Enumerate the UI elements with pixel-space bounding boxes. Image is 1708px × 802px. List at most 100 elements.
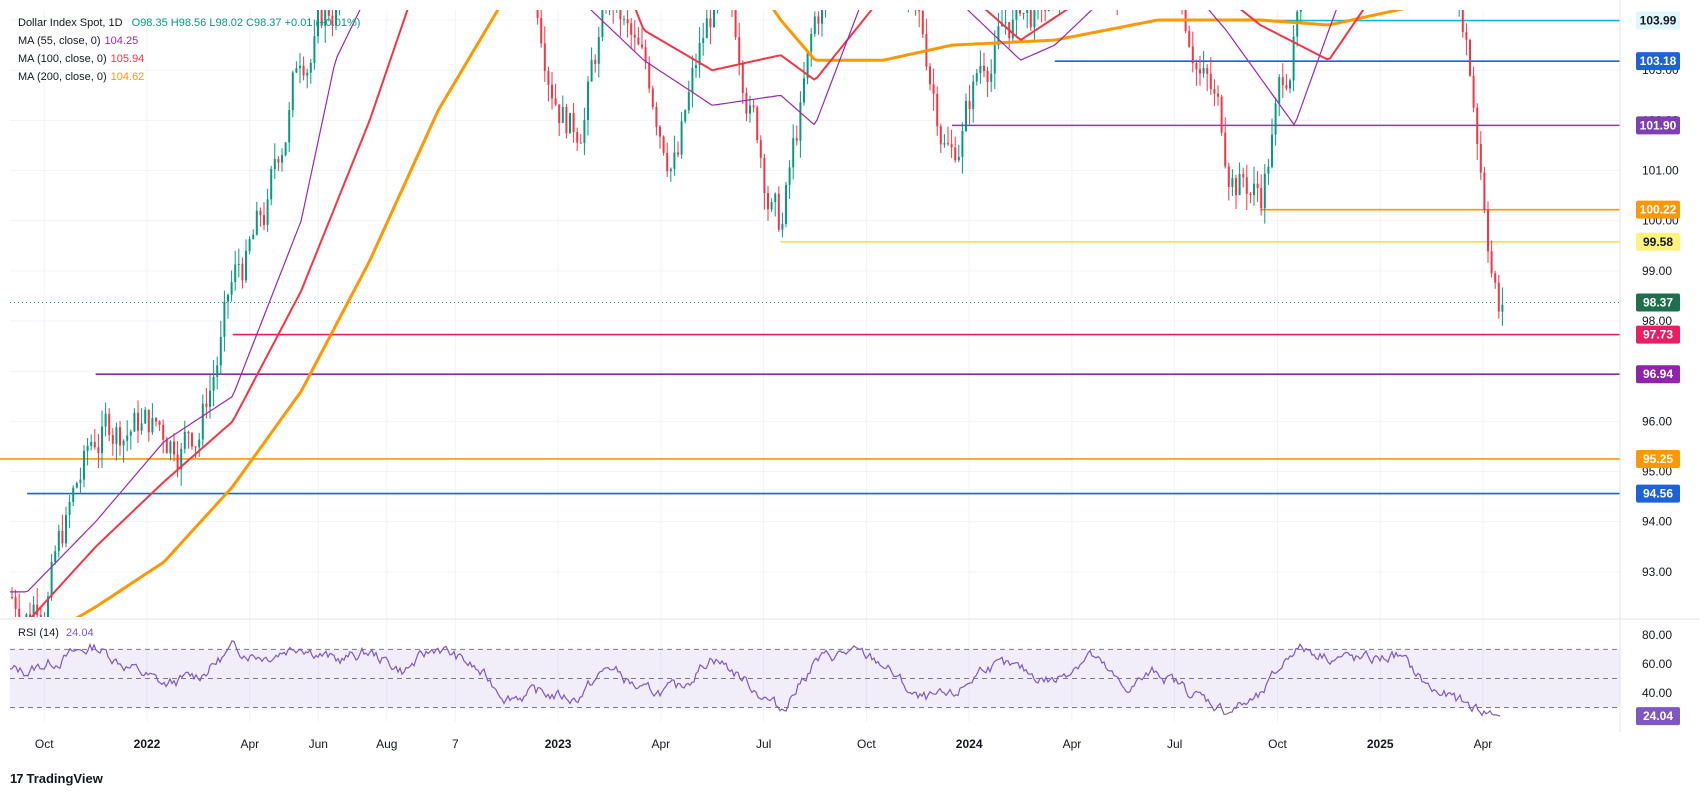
candle-body bbox=[763, 158, 765, 193]
level-label-text: 101.90 bbox=[1640, 118, 1677, 132]
candle-body bbox=[238, 264, 240, 265]
candle-body bbox=[670, 169, 672, 171]
tradingview-brand[interactable]: 17 TradingView bbox=[10, 771, 103, 786]
candle-body bbox=[544, 43, 546, 71]
candle-body bbox=[1473, 76, 1475, 108]
candle-body bbox=[1217, 94, 1219, 97]
candle-body bbox=[1278, 77, 1280, 103]
candle-body bbox=[1213, 89, 1215, 94]
candle-body bbox=[598, 37, 600, 64]
candle-body bbox=[277, 159, 279, 163]
candle-body bbox=[252, 235, 254, 239]
candle-body bbox=[1210, 74, 1212, 89]
candle-body bbox=[774, 194, 776, 202]
x-tick-label: 7 bbox=[452, 737, 459, 751]
candle-body bbox=[1181, 8, 1183, 10]
candle-body bbox=[11, 597, 13, 598]
candle-body bbox=[1235, 178, 1237, 195]
legend-ma100-row[interactable]: MA (100, close, 0) 105.94 bbox=[18, 50, 360, 68]
candle-body bbox=[58, 531, 60, 551]
candle-body bbox=[1498, 283, 1500, 312]
candle-body bbox=[1012, 20, 1014, 38]
candle-body bbox=[1030, 5, 1032, 28]
candle-body bbox=[969, 101, 971, 109]
candle-body bbox=[54, 551, 56, 562]
candle-body bbox=[673, 152, 675, 168]
y-tick-label: 94.00 bbox=[1642, 515, 1672, 529]
x-tick-label: Jul bbox=[1167, 737, 1182, 751]
legend-ma55-row[interactable]: MA (55, close, 0)104.25 bbox=[18, 32, 360, 50]
candle-body bbox=[1275, 103, 1277, 134]
candle-body bbox=[677, 152, 679, 154]
candle-body bbox=[738, 37, 740, 63]
candle-body bbox=[634, 35, 636, 38]
candle-body bbox=[1224, 133, 1226, 167]
legend-ma200-label: MA (200, close, 0) bbox=[18, 71, 107, 83]
candle-body bbox=[1246, 177, 1248, 193]
candle-body bbox=[209, 391, 211, 407]
candle-body bbox=[69, 502, 71, 515]
candle-body bbox=[223, 302, 225, 337]
brand-name: TradingView bbox=[26, 771, 102, 786]
candle-body bbox=[1015, 0, 1017, 20]
candle-body bbox=[285, 142, 287, 155]
rsi-legend[interactable]: RSI (14) 24.04 bbox=[18, 627, 94, 639]
candle-body bbox=[87, 446, 89, 451]
candle-body bbox=[681, 121, 683, 154]
candle-body bbox=[94, 442, 96, 447]
candle-body bbox=[936, 94, 938, 126]
candle-body bbox=[155, 418, 157, 421]
legend-change: +0.01 (+0.01%) bbox=[285, 17, 361, 29]
candle-body bbox=[1199, 69, 1201, 73]
legend-ma100-value: 105.94 bbox=[111, 53, 145, 65]
candle-body bbox=[990, 73, 992, 81]
axes: 93.0094.0095.0096.0097.0098.0099.00100.0… bbox=[0, 0, 1700, 751]
candle-body bbox=[130, 432, 132, 436]
candle-body bbox=[540, 18, 542, 43]
candle-body bbox=[187, 432, 189, 433]
candle-body bbox=[1231, 178, 1233, 187]
candle-body bbox=[159, 421, 161, 424]
candle-body bbox=[987, 71, 989, 82]
rsi-legend-value: 24.04 bbox=[66, 627, 94, 639]
candle-body bbox=[234, 265, 236, 282]
legend-ohlc: O98.35 H98.56 L98.02 C98.37 +0.01 (+0.01… bbox=[132, 17, 361, 29]
candle-body bbox=[1206, 68, 1208, 74]
candle-body bbox=[198, 440, 200, 448]
candle-body bbox=[216, 365, 218, 377]
candle-body bbox=[1253, 184, 1255, 195]
candle-body bbox=[706, 18, 708, 38]
candle-body bbox=[72, 488, 74, 502]
candle-body bbox=[205, 404, 207, 407]
candle-body bbox=[1469, 40, 1471, 76]
candle-body bbox=[169, 442, 171, 454]
candle-body bbox=[1188, 31, 1190, 47]
candle-body bbox=[648, 63, 650, 89]
candle-body bbox=[792, 138, 794, 167]
candle-body bbox=[1260, 188, 1262, 208]
candle-body bbox=[583, 120, 585, 143]
candle-body bbox=[688, 92, 690, 110]
candle-body bbox=[810, 34, 812, 52]
candle-body bbox=[213, 377, 215, 391]
candle-body bbox=[587, 82, 589, 121]
legend-ma200-row[interactable]: MA (200, close, 0)104.62 bbox=[18, 68, 360, 86]
legend-ma100-label: MA (100, close, 0) bbox=[18, 53, 107, 65]
level-label-text: 96.94 bbox=[1643, 367, 1673, 381]
candle-body bbox=[756, 107, 758, 140]
rsi-value-text: 24.04 bbox=[1643, 709, 1673, 723]
candle-body bbox=[778, 194, 780, 230]
ma55-line bbox=[10, 0, 1498, 592]
candle-body bbox=[101, 427, 103, 453]
candle-body bbox=[616, 0, 618, 7]
candle-body bbox=[943, 143, 945, 144]
candle-body bbox=[1041, 0, 1043, 5]
candle-body bbox=[695, 65, 697, 68]
candle-body bbox=[663, 137, 665, 153]
candle-body bbox=[339, 0, 341, 3]
candle-body bbox=[565, 107, 567, 133]
rsi-tick-label: 80.00 bbox=[1642, 628, 1672, 642]
candle-body bbox=[119, 427, 121, 445]
legend-ma55-value: 104.25 bbox=[105, 35, 139, 47]
